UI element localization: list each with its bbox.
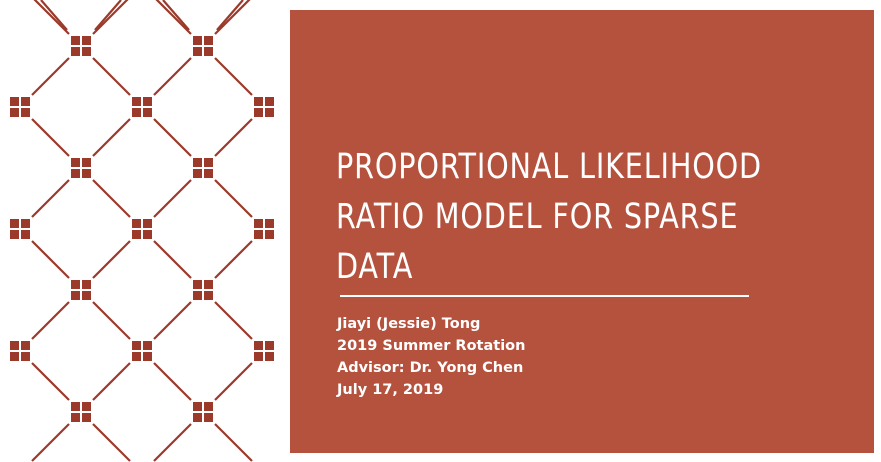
lattice-square (21, 219, 30, 228)
lattice-square (204, 413, 213, 422)
slide-title: Proportional Likelihood Ratio Model for … (336, 147, 762, 287)
lattice-square (193, 402, 202, 411)
lattice-square (21, 352, 30, 361)
lattice-square (71, 291, 80, 300)
lattice-square (204, 169, 213, 178)
lattice-square (265, 219, 274, 228)
lattice-square (254, 230, 263, 239)
lattice-square (254, 341, 263, 350)
lattice-square (71, 47, 80, 56)
lattice-square (143, 97, 152, 106)
lattice-square (265, 97, 274, 106)
lattice-square (10, 341, 19, 350)
advisor-label: Advisor: Dr. Yong Chen (337, 360, 524, 376)
lattice-square (132, 230, 141, 239)
lattice-square (254, 97, 263, 106)
lattice-square (254, 352, 263, 361)
lattice-square (82, 280, 91, 289)
lattice-square (71, 169, 80, 178)
lattice-square (204, 47, 213, 56)
lattice-square (193, 47, 202, 56)
lattice-square (143, 219, 152, 228)
lattice-square (10, 97, 19, 106)
lattice-square (193, 413, 202, 422)
title-panel: Proportional Likelihood Ratio Model for … (290, 10, 874, 453)
lattice-square (132, 341, 141, 350)
lattice-square (254, 108, 263, 117)
lattice-square (143, 108, 152, 117)
decorative-lattice-pattern (10, 0, 274, 462)
lattice-square (21, 108, 30, 117)
lattice-square (71, 413, 80, 422)
lattice-square (82, 158, 91, 167)
lattice-square (10, 230, 19, 239)
lattice-square (10, 219, 19, 228)
lattice-square (71, 280, 80, 289)
lattice-square (71, 402, 80, 411)
lattice-square (265, 352, 274, 361)
lattice-square (143, 352, 152, 361)
presentation-date: July 17, 2019 (337, 382, 444, 398)
lattice-square (132, 352, 141, 361)
subtitle-block: Jiayi (Jessie) Tong 2019 Summer Rotation… (337, 313, 525, 401)
lattice-square (204, 158, 213, 167)
lattice-square (10, 108, 19, 117)
lattice-square (21, 341, 30, 350)
lattice-square (132, 108, 141, 117)
lattice-square (193, 36, 202, 45)
lattice-square (204, 291, 213, 300)
lattice-square (204, 36, 213, 45)
lattice-square (71, 158, 80, 167)
lattice-square (132, 97, 141, 106)
presenter-name: Jiayi (Jessie) Tong (337, 316, 481, 332)
lattice-square (82, 413, 91, 422)
rotation-label: 2019 Summer Rotation (337, 338, 526, 354)
title-divider (340, 295, 749, 297)
lattice-square (143, 230, 152, 239)
lattice-square (265, 108, 274, 117)
lattice-square (143, 341, 152, 350)
lattice-square (193, 280, 202, 289)
lattice-square (204, 402, 213, 411)
lattice-square (193, 291, 202, 300)
lattice-square (193, 158, 202, 167)
lattice-square (254, 219, 263, 228)
lattice-square (193, 169, 202, 178)
lattice-square (82, 36, 91, 45)
lattice-square (82, 402, 91, 411)
lattice-square (10, 352, 19, 361)
lattice-square (82, 169, 91, 178)
lattice-square (132, 219, 141, 228)
lattice-square (21, 230, 30, 239)
lattice-square (21, 97, 30, 106)
lattice-square (71, 36, 80, 45)
lattice-square (265, 341, 274, 350)
lattice-square (82, 291, 91, 300)
lattice-square (204, 280, 213, 289)
lattice-square (265, 230, 274, 239)
lattice-square (82, 47, 91, 56)
